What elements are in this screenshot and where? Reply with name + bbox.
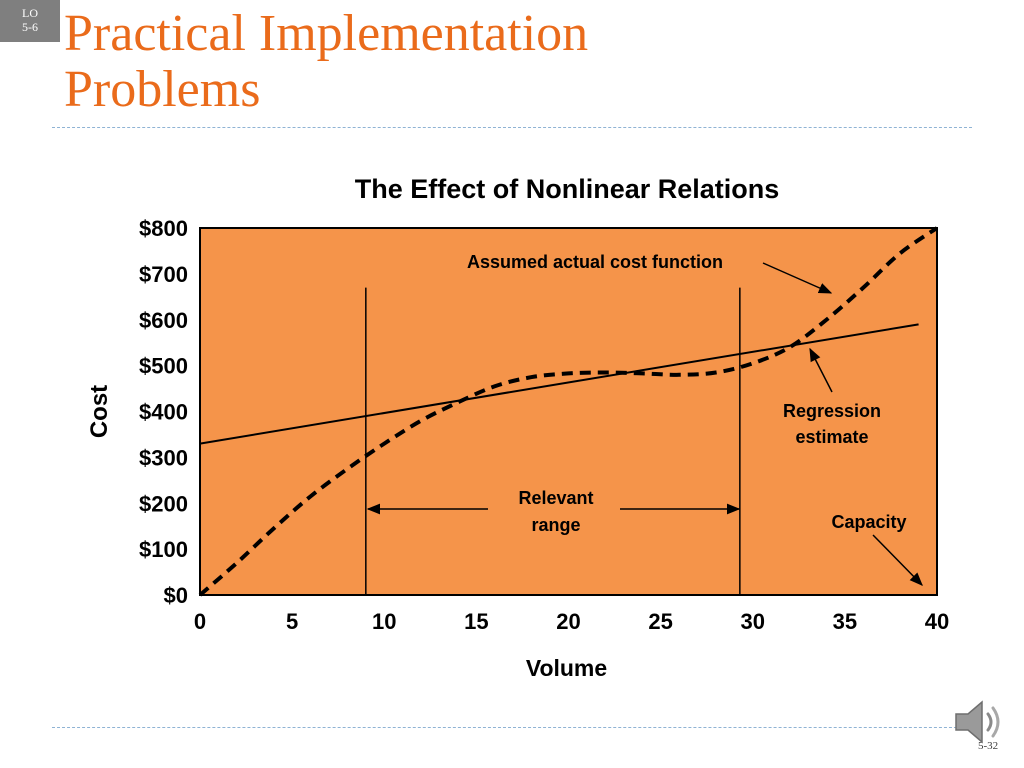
lo-badge-line-1: LO xyxy=(22,6,38,20)
bottom-divider xyxy=(52,727,972,728)
capacity-arrow xyxy=(872,534,923,586)
learning-objective-badge: LO 5-6 xyxy=(0,0,60,42)
cost-function-arrow xyxy=(762,262,833,294)
regression-label-line-1: Regression xyxy=(783,401,881,421)
x-tick-label: 15 xyxy=(464,609,488,634)
slide-title-line-2: Problems xyxy=(64,61,261,118)
slide-title-line-1: Practical Implementation xyxy=(64,5,589,62)
lo-badge-line-2: 5-6 xyxy=(22,20,38,34)
y-tick-label: $300 xyxy=(139,445,188,470)
top-divider xyxy=(52,127,972,128)
capacity-label: Capacity xyxy=(831,512,906,532)
regression-line xyxy=(199,323,919,445)
x-tick-label: 10 xyxy=(372,609,396,634)
y-tick-label: $200 xyxy=(139,491,188,516)
relevant-range-label-line-2: range xyxy=(531,515,580,535)
page-number: 5-32 xyxy=(978,740,999,752)
y-tick-label: $600 xyxy=(139,308,188,333)
x-tick-label: 30 xyxy=(741,609,765,634)
chart-title: The Effect of Nonlinear Relations xyxy=(355,174,780,204)
x-tick-label: 5 xyxy=(286,609,298,634)
cost-function-label: Assumed actual cost function xyxy=(467,252,723,272)
cost-function-line xyxy=(198,226,939,597)
regression-arrow xyxy=(809,347,833,393)
speaker-icon[interactable] xyxy=(952,694,1008,750)
y-tick-label: $400 xyxy=(139,400,188,425)
y-tick-label: $100 xyxy=(139,537,188,562)
y-tick-label: $800 xyxy=(139,216,188,241)
y-tick-label: $0 xyxy=(164,583,188,608)
x-tick-label: 0 xyxy=(194,609,206,634)
x-tick-label: 20 xyxy=(556,609,580,634)
relevant-range-label-line-1: Relevant xyxy=(518,488,593,508)
x-tick-label: 25 xyxy=(648,609,672,634)
x-tick-label: 40 xyxy=(925,609,949,634)
x-axis-label: Volume xyxy=(526,655,607,681)
slide-title: Practical Implementation Problems xyxy=(64,6,964,118)
plot-area xyxy=(199,227,938,596)
y-tick-label: $500 xyxy=(139,354,188,379)
y-tick-label: $700 xyxy=(139,262,188,287)
y-axis-label: Cost xyxy=(86,385,113,438)
x-tick-label: 35 xyxy=(833,609,857,634)
regression-label-line-2: estimate xyxy=(795,427,868,447)
